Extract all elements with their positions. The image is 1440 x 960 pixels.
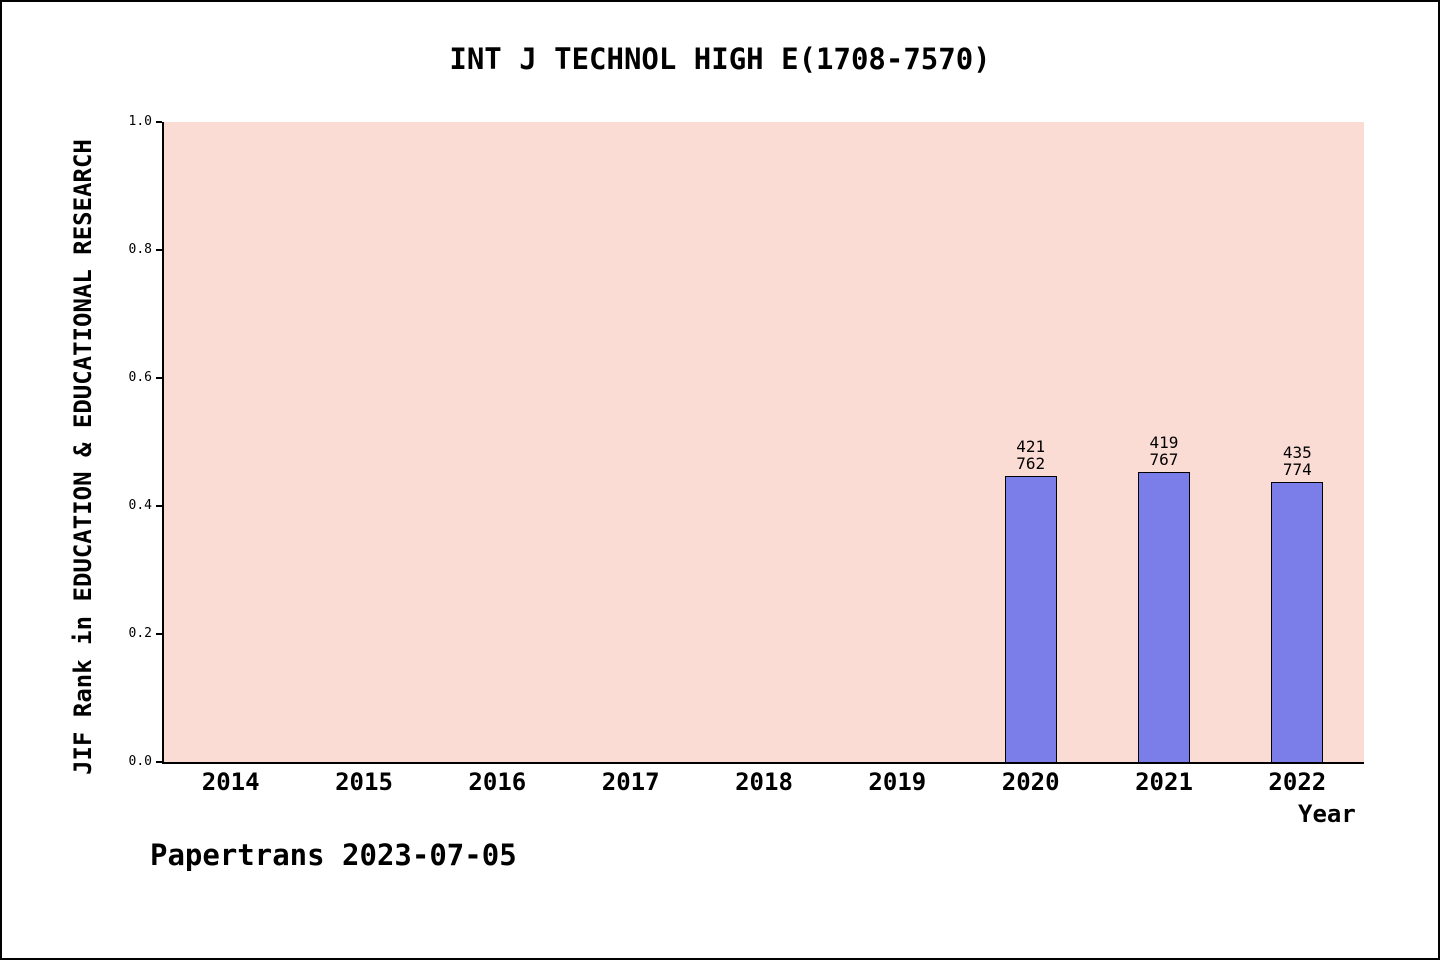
y-tick-label: 0.8: [128, 242, 152, 257]
y-tick-mark: [156, 249, 162, 251]
x-tick-label-2014: 2014: [201, 768, 260, 796]
bar-label-2020: 421 762: [1016, 436, 1046, 473]
x-tick-label-2020: 2020: [1001, 768, 1060, 796]
y-tick-mark: [156, 505, 162, 507]
y-tick-mark: [156, 377, 162, 379]
y-tick-label: 0.0: [128, 754, 152, 769]
watermark-text: Papertrans 2023-07-05: [150, 838, 517, 872]
chart-title: INT J TECHNOL HIGH E(1708-7570): [449, 42, 991, 76]
y-tick-label: 0.2: [128, 626, 152, 641]
y-tick-label: 0.6: [128, 370, 152, 385]
bar-2020: [1004, 475, 1057, 762]
y-tick-label: 1.0: [128, 114, 152, 129]
y-tick-label: 0.4: [128, 498, 152, 513]
x-tick-label-2016: 2016: [468, 768, 527, 796]
x-axis-label: Year: [1298, 800, 1356, 828]
y-tick-mark: [156, 633, 162, 635]
plot-area: 0.0 0.2 0.4 0.6 0.8 1.0 2014 2015 2016 2017 2018 20…: [129, 114, 1364, 796]
bar-label-2022: 435 774: [1282, 442, 1312, 479]
x-tick-label-2018: 2018: [735, 768, 793, 796]
x-tick-label-2017: 2017: [601, 768, 660, 796]
bar-label-2021: 419 767: [1149, 433, 1179, 470]
x-tick-label-2021: 2021: [1135, 768, 1193, 796]
y-tick-mark: [156, 121, 162, 123]
y-tick-mark: [156, 761, 162, 763]
x-tick-label-2022: 2022: [1268, 768, 1327, 796]
bar-2021: [1138, 472, 1190, 762]
x-tick-label-2015: 2015: [335, 768, 393, 796]
x-tick-label-2019: 2019: [868, 768, 927, 796]
bar-2022: [1271, 481, 1324, 762]
y-axis-label: JIF Rank in EDUCATION & EDUCATIONAL RESE…: [69, 139, 97, 775]
